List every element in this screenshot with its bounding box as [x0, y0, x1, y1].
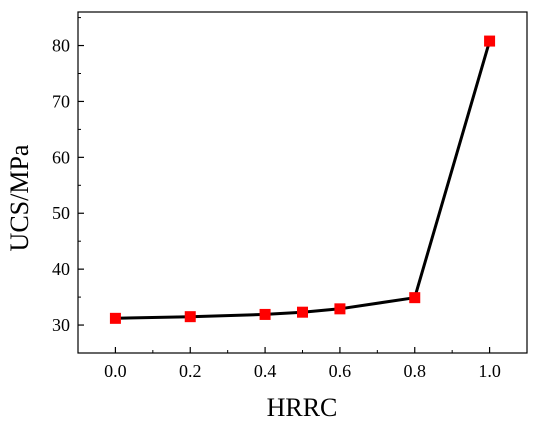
series-layer: [109, 35, 496, 324]
x-tick-label: 0.0: [104, 361, 127, 381]
data-point: [334, 303, 346, 315]
x-tick-label: 0.2: [179, 361, 202, 381]
data-point: [184, 311, 196, 323]
data-point: [484, 35, 496, 47]
y-tick-label: 70: [52, 91, 70, 111]
y-tick-label: 60: [52, 147, 70, 167]
y-tick-label: 30: [52, 315, 70, 335]
data-point: [259, 308, 271, 320]
y-tick-label: 80: [52, 36, 70, 56]
x-axis-ticks: 0.0 0.2 0.4 0.6 0.8 1.0: [104, 347, 501, 381]
data-point: [109, 312, 121, 324]
plot-border: [77, 11, 528, 354]
plot-frame: [77, 11, 528, 354]
x-axis-title: HRRC: [267, 393, 338, 422]
y-axis-ticks: 30 40 50 60 70 80: [52, 17, 84, 335]
series-line: [115, 40, 492, 320]
x-tick-label: 0.4: [254, 361, 277, 381]
y-tick-label: 40: [52, 259, 70, 279]
y-axis-title: UCS/MPa: [5, 144, 34, 251]
y-tick-label: 50: [52, 203, 70, 223]
data-point: [409, 292, 421, 304]
x-tick-label: 0.6: [329, 361, 352, 381]
data-point: [297, 306, 308, 318]
x-tick-label: 1.0: [478, 361, 501, 381]
x-tick-label: 0.8: [404, 361, 427, 381]
